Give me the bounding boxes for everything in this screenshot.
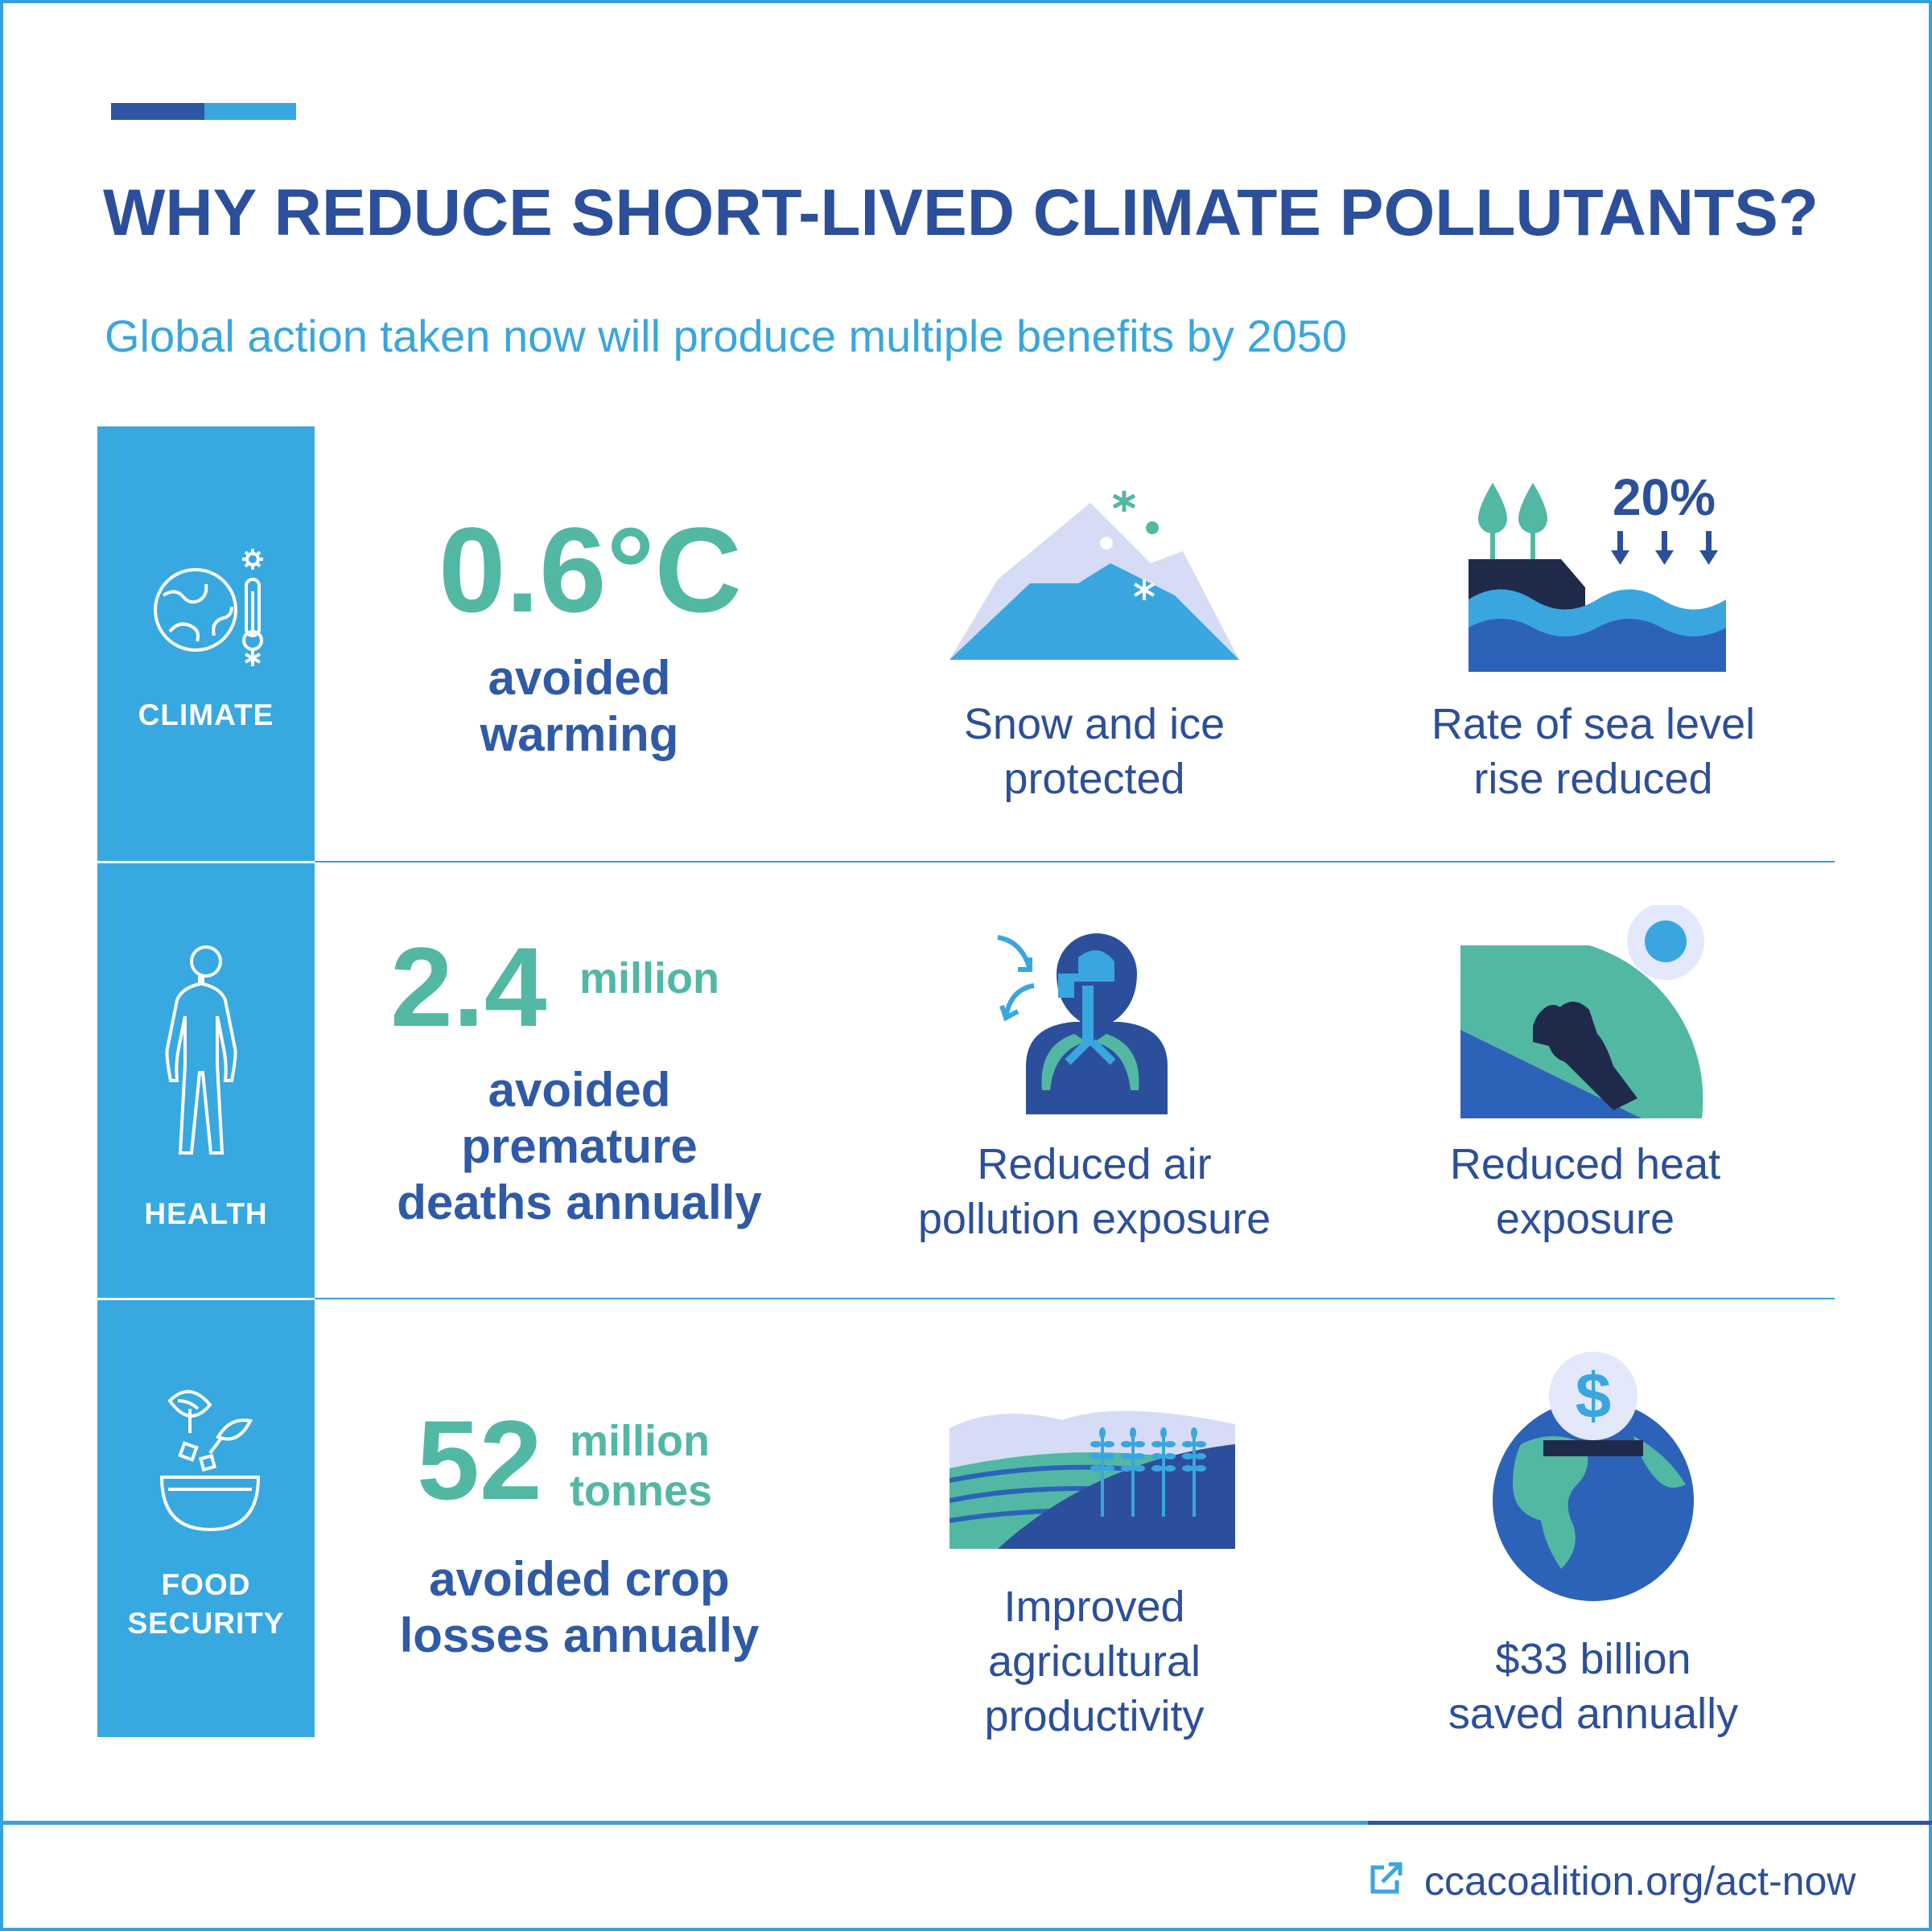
benefit-line: Reduced air xyxy=(977,1140,1212,1188)
link-text: ccacoalition.org/act-now xyxy=(1424,1859,1856,1904)
worker-sun-icon xyxy=(1460,905,1704,1118)
stat-desc-line: avoided crop xyxy=(429,1552,730,1606)
lungs-breathing-icon xyxy=(997,933,1168,1114)
benefit-line: rise reduced xyxy=(1473,755,1713,803)
stat-value-health: 2.4 xyxy=(390,924,547,1050)
benefit-line: protected xyxy=(1003,755,1185,803)
sea-level-percent: 20% xyxy=(1613,468,1716,526)
benefit-line: Rate of sea level xyxy=(1431,700,1756,748)
category-line: FOOD xyxy=(161,1568,251,1601)
benefit-air-pollution: Reduced air pollution exposure xyxy=(885,1137,1304,1246)
benefit-line: Snow and ice xyxy=(963,700,1226,748)
category-line: SECURITY xyxy=(127,1607,285,1640)
benefit-snow-ice: Snow and ice protected xyxy=(885,697,1304,806)
mountain-snow-icon xyxy=(950,491,1239,660)
act-now-link[interactable]: ccacoalition.org/act-now xyxy=(1368,1853,1856,1909)
benefit-line: pollution exposure xyxy=(917,1195,1271,1243)
benefit-agriculture: Improved agricultural productivity xyxy=(885,1579,1304,1744)
food-bowl-icon xyxy=(159,1390,261,1532)
globe-thermometer-icon xyxy=(154,549,263,666)
category-label-climate: CLIMATE xyxy=(138,698,274,731)
category-label-health: HEALTH xyxy=(144,1197,268,1230)
row-divider xyxy=(315,861,1835,863)
stat-desc-climate: avoided warming xyxy=(418,650,740,763)
human-body-icon xyxy=(165,945,237,1155)
page-subtitle: Global action taken now will produce mul… xyxy=(105,311,1348,361)
benefit-line: exposure xyxy=(1495,1195,1675,1243)
category-panel-food-security: FOOD SECURITY xyxy=(97,1300,315,1737)
benefit-savings: $33 billion saved annually xyxy=(1384,1632,1802,1741)
benefit-line: saved annually xyxy=(1448,1690,1739,1738)
category-panel-health: HEALTH xyxy=(97,863,315,1298)
stat-desc-line: warming xyxy=(480,707,679,761)
benefit-heat: Reduced heat exposure xyxy=(1376,1137,1794,1246)
footer-rule-accent xyxy=(1368,1821,1932,1825)
benefit-line: productivity xyxy=(984,1692,1205,1740)
stat-desc-line: premature xyxy=(461,1119,698,1173)
stat-unit-food: million tonnes xyxy=(570,1416,712,1516)
stat-unit-line: tonnes xyxy=(570,1467,713,1515)
stat-value-food: 52 xyxy=(417,1397,542,1523)
stat-desc-health: avoided premature deaths annually xyxy=(370,1062,789,1231)
globe-dollar-icon: $ xyxy=(1493,1352,1694,1601)
accent-bar-light xyxy=(204,103,296,120)
stat-unit-health: million xyxy=(579,954,719,1003)
dollar-sign: $ xyxy=(1576,1360,1612,1431)
stat-value-climate: 0.6°C xyxy=(439,502,742,637)
stat-desc-line: avoided xyxy=(488,651,671,705)
category-panel-climate: CLIMATE xyxy=(97,426,315,861)
benefit-line: agricultural xyxy=(987,1637,1201,1686)
footer-rule xyxy=(0,1821,1368,1825)
wheat-field-icon xyxy=(950,1410,1235,1549)
external-link-icon xyxy=(1370,1862,1403,1894)
sea-level-icon: 20% xyxy=(1469,468,1726,672)
stat-desc-line: deaths annually xyxy=(397,1175,762,1229)
benefit-line: Reduced heat xyxy=(1449,1140,1721,1188)
category-label-food-security: FOOD SECURITY xyxy=(97,1566,315,1643)
stat-desc-food: avoided crop losses annually xyxy=(370,1551,789,1664)
benefit-sea-level: Rate of sea level rise reduced xyxy=(1384,697,1802,806)
benefit-line: Improved xyxy=(1003,1583,1185,1631)
accent-bar-dark xyxy=(111,103,204,120)
benefit-line: $33 billion xyxy=(1495,1635,1691,1683)
row-divider xyxy=(315,1298,1835,1299)
stat-desc-line: avoided xyxy=(488,1063,671,1117)
page-title: WHY REDUCE SHORT-LIVED CLIMATE POLLUTANT… xyxy=(103,176,1819,249)
stat-unit-line: million xyxy=(570,1417,710,1465)
stat-desc-line: losses annually xyxy=(399,1608,760,1662)
